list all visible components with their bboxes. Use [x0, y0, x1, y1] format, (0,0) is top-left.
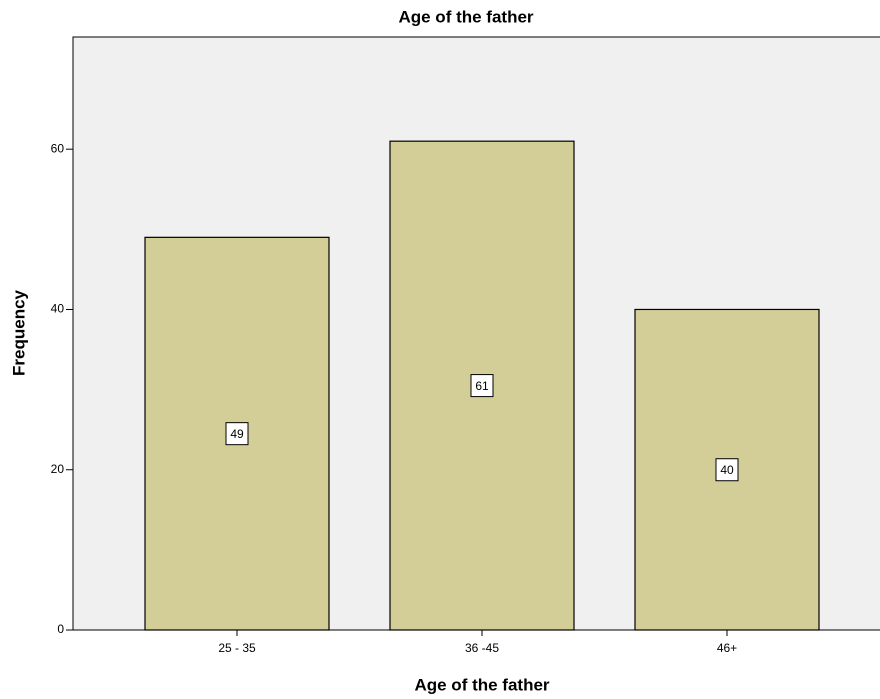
x-tick-label: 46+ [717, 641, 737, 655]
y-tick-label: 60 [51, 141, 65, 155]
y-tick-label: 40 [51, 302, 65, 316]
value-label: 49 [230, 427, 244, 441]
value-label-box [470, 374, 494, 398]
y-tick-label: 20 [51, 462, 65, 476]
y-axis-label: Frequency [9, 289, 28, 376]
value-label: 61 [475, 379, 489, 393]
chart-title: Age of the father [398, 7, 533, 26]
x-axis-label: Age of the father [414, 675, 549, 694]
x-tick-label: 36 -45 [465, 641, 499, 655]
value-label-box [715, 458, 739, 482]
x-tick-label: 25 - 35 [218, 641, 256, 655]
value-label-box [225, 422, 249, 446]
value-label: 40 [720, 463, 734, 477]
y-tick-label: 0 [57, 622, 64, 636]
